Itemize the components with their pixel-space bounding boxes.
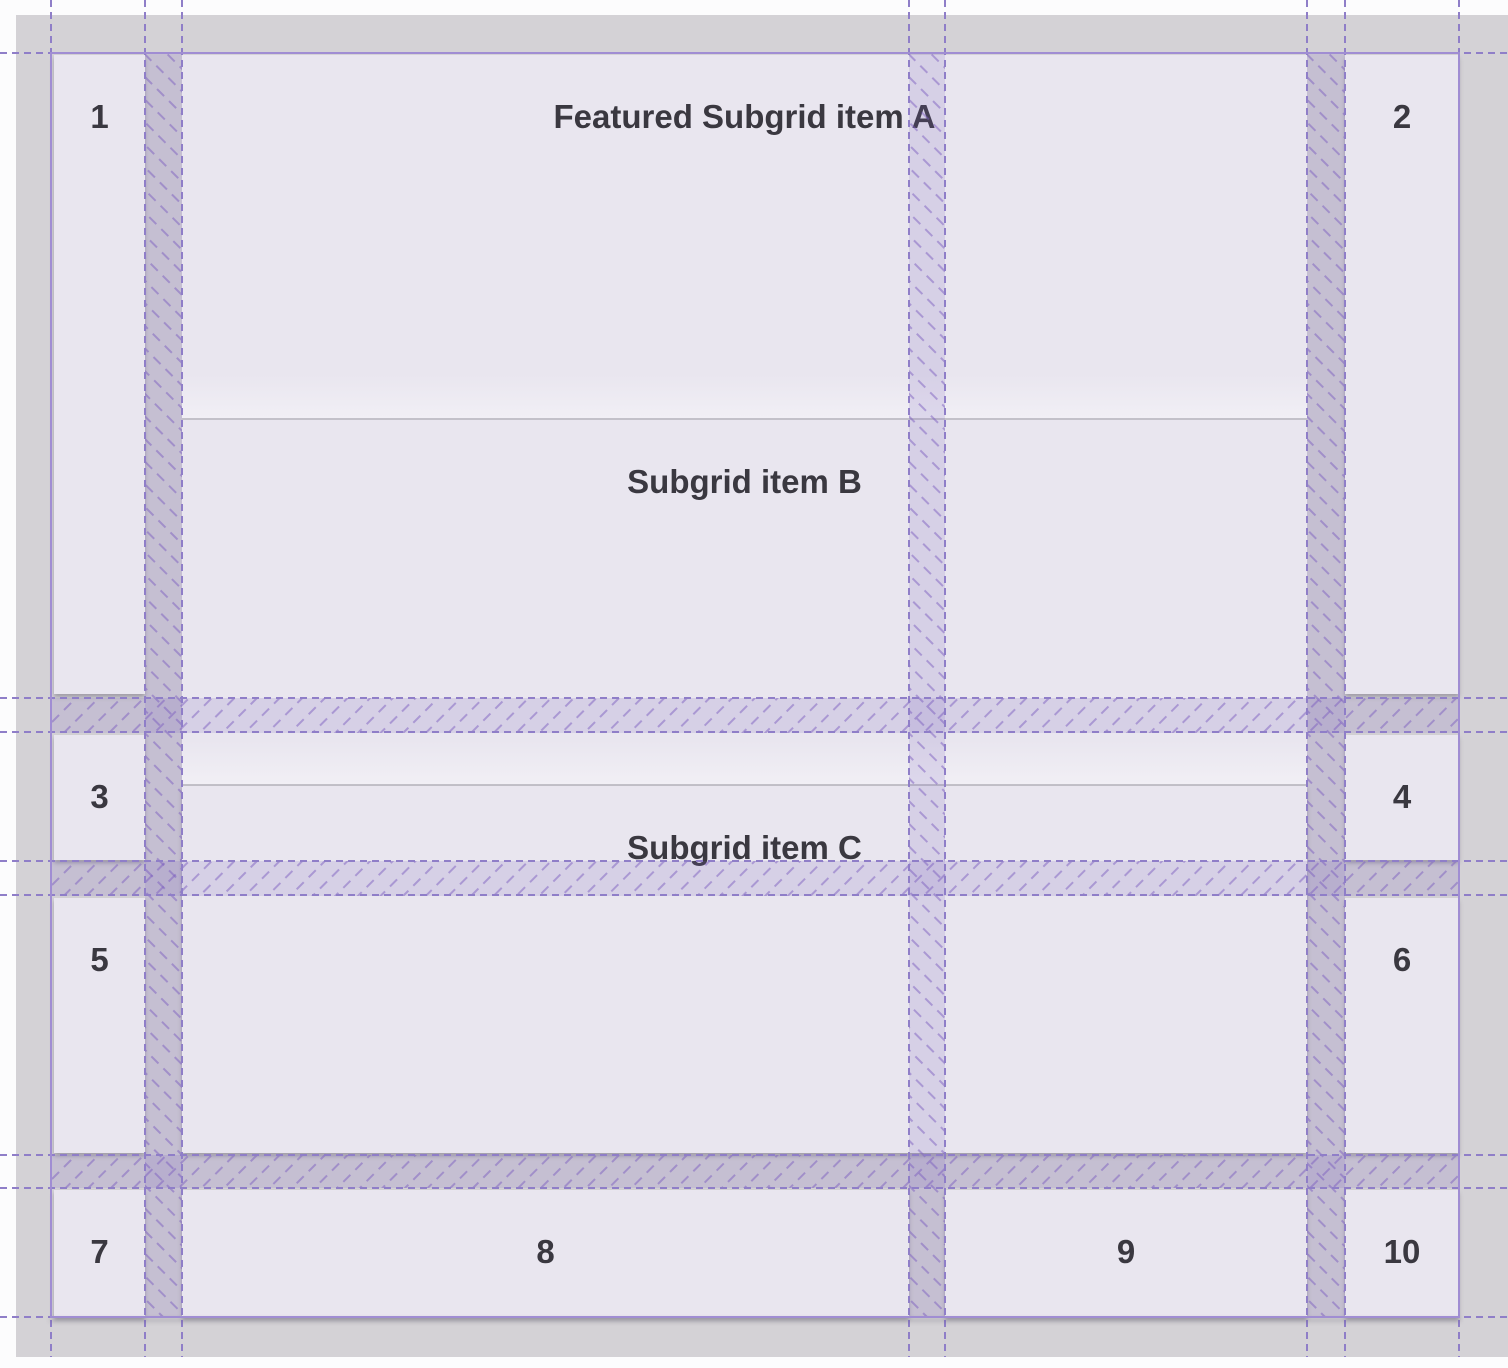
grid-item-label: 10 [1383, 1233, 1421, 1270]
grid-container-border-right [1458, 52, 1460, 1318]
grid-item-7: 7 [54, 1190, 145, 1317]
grid-line-extension-horizontal [0, 697, 1508, 699]
grid-line-extension-vertical [144, 0, 146, 1357]
grid-line-extension-vertical [1306, 0, 1308, 1357]
grid-line-extension-horizontal [0, 1154, 1508, 1156]
grid-item-label: 1 [90, 98, 109, 135]
column-gap-overlay [1307, 53, 1345, 1318]
grid-item-label: 2 [1392, 98, 1412, 135]
column-gap-overlay [909, 53, 945, 1318]
grid-item-label: 5 [90, 941, 109, 978]
column-gap-overlay [145, 53, 182, 1318]
subgrid-item-a: Featured Subgrid item A [182, 55, 1307, 420]
grid-line-extension-horizontal [0, 1187, 1508, 1189]
grid-line-extension-horizontal [0, 860, 1508, 862]
subgrid-item-label: Featured Subgrid item A [553, 98, 936, 135]
grid-item-6: 6 [1345, 898, 1459, 1153]
grid-item-2: 2 [1345, 55, 1459, 694]
grid-item-label: 7 [90, 1233, 109, 1270]
grid-line-extension-vertical [944, 0, 946, 1357]
grid-line-extension-vertical [908, 0, 910, 1357]
grid-container-border-top [50, 52, 1460, 54]
row-gap-overlay [52, 698, 1460, 733]
grid-line-extension-horizontal [0, 894, 1508, 896]
grid-item-label: 4 [1392, 778, 1412, 815]
grid-item-label: 6 [1392, 941, 1412, 978]
row-gap-overlay [52, 1155, 1460, 1188]
grid-item-9: 9 [945, 1190, 1307, 1317]
grid-item-10: 10 [1345, 1190, 1459, 1317]
grid-item-label: 9 [1116, 1233, 1136, 1270]
grid-item-5: 5 [54, 898, 145, 1153]
grid-line-extension-horizontal [0, 731, 1508, 733]
grid-item-label: 3 [90, 778, 109, 815]
subgrid-item-label: Subgrid item B [627, 463, 862, 500]
subgrid-item-c: Subgrid item C [182, 786, 1307, 1153]
grid-line-extension-vertical [1344, 0, 1346, 1357]
grid-container-border-bottom [50, 1316, 1460, 1318]
grid-item-4: 4 [1345, 735, 1459, 860]
grid-line-extension-vertical [181, 0, 183, 1357]
row-gap-overlay [52, 861, 1460, 896]
grid-item-3: 3 [54, 735, 145, 860]
grid-item-label: 8 [536, 1233, 555, 1270]
grid-item-1: 1 [54, 55, 145, 694]
grid-container-border-left [50, 52, 52, 1318]
subgrid-item-label: Subgrid item C [627, 829, 862, 866]
grid-item-8: 8 [182, 1190, 909, 1317]
